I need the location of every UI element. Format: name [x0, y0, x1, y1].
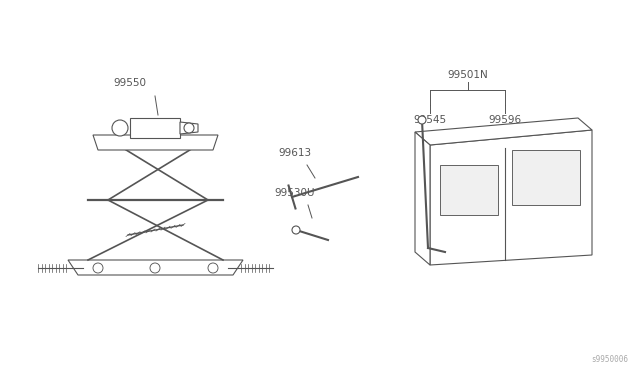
Polygon shape: [415, 132, 430, 265]
Polygon shape: [440, 165, 498, 215]
Polygon shape: [68, 260, 243, 275]
Circle shape: [93, 263, 103, 273]
Polygon shape: [430, 130, 592, 265]
Circle shape: [208, 263, 218, 273]
Bar: [130, 118, 180, 138]
Polygon shape: [512, 150, 580, 205]
Text: 99613: 99613: [278, 148, 312, 158]
Circle shape: [112, 120, 128, 136]
Circle shape: [418, 116, 426, 124]
Polygon shape: [415, 118, 592, 145]
Text: 99545: 99545: [413, 115, 447, 125]
Text: 99550: 99550: [113, 78, 147, 88]
Circle shape: [150, 263, 160, 273]
Polygon shape: [93, 135, 218, 150]
Text: 99596: 99596: [488, 115, 522, 125]
Polygon shape: [180, 122, 198, 134]
Circle shape: [184, 123, 194, 133]
Text: s9950006: s9950006: [591, 355, 628, 364]
Text: 99530U: 99530U: [275, 188, 316, 198]
Circle shape: [292, 226, 300, 234]
Text: 99501N: 99501N: [447, 70, 488, 80]
